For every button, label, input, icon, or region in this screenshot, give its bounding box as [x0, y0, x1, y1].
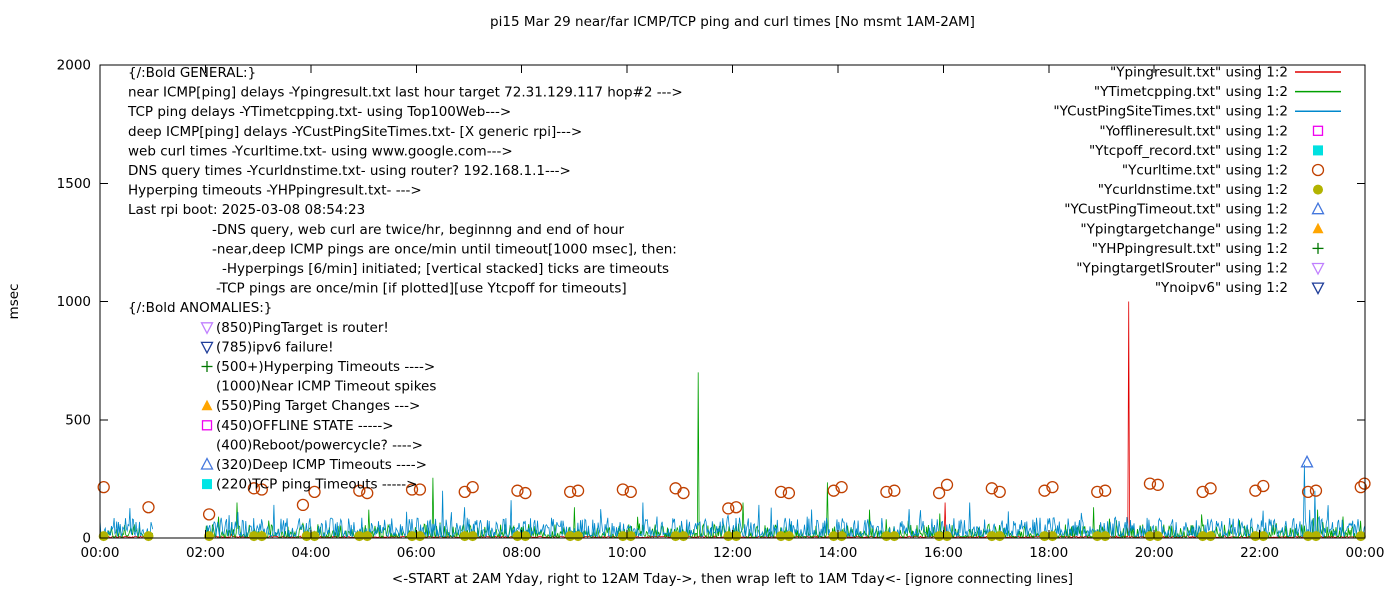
legend-label: "Ynoipv6" using 1:2 [1155, 280, 1288, 296]
annotation-anomalies: {/:Bold ANOMALIES:} (850)PingTarget is ro… [128, 300, 436, 492]
x-tick-label: 02:00 [186, 545, 225, 561]
y-tick-label: 500 [65, 412, 91, 428]
legend-label: "Ytcpoff_record.txt" using 1:2 [1089, 143, 1288, 159]
anomaly-line: (500+)Hyperping Timeouts ----> [216, 359, 435, 375]
anomaly-line: (550)Ping Target Changes ---> [216, 398, 420, 414]
series-Ycurltime [97, 477, 1371, 521]
x-tick-label: 22:00 [1240, 545, 1279, 561]
y-axis-label: msec [6, 284, 22, 320]
general-line: DNS query times -Ycurldnstime.txt- using… [128, 163, 571, 179]
anomaly-line: (785)ipv6 failure! [216, 339, 334, 355]
legend-label: "YTimetcpping.txt" using 1:2 [1094, 84, 1288, 100]
general-line: -near,deep ICMP pings are once/min until… [212, 241, 677, 257]
general-line: deep ICMP[ping] delays -YCustPingSiteTim… [128, 124, 582, 140]
x-tick-label: 10:00 [608, 545, 647, 561]
x-tick-label: 16:00 [924, 545, 963, 561]
general-line: -Hyperpings [6/min] initiated; [vertical… [222, 261, 669, 277]
y-tick-label: 2000 [57, 58, 91, 74]
axes: 0 500 1000 1500 2000 00:00 02:00 04:00 06:00 08:0… [57, 58, 1385, 562]
series-Ycurldnstime [98, 531, 1366, 542]
legend-label: "Ypingresult.txt" using 1:2 [1110, 65, 1288, 81]
y-tick-label: 1500 [57, 176, 91, 192]
legend-label: "Ycurldnstime.txt" using 1:2 [1098, 182, 1288, 198]
legend: "Ypingresult.txt" using 1:2 "YTimetcpping… [1053, 65, 1341, 296]
x-axis-label: <-START at 2AM Yday, right to 12AM Tday-… [392, 571, 1073, 587]
legend-label: "YCustPingTimeout.txt" using 1:2 [1064, 202, 1288, 218]
anomaly-line: (850)PingTarget is router! [216, 320, 389, 336]
legend-label: "YCustPingSiteTimes.txt" using 1:2 [1053, 104, 1288, 120]
general-line: Hyperping timeouts -YHPpingresult.txt- -… [128, 183, 422, 199]
x-tick-label: 20:00 [1135, 545, 1174, 561]
chart-title: pi15 Mar 29 near/far ICMP/TCP ping and c… [490, 14, 975, 30]
anomaly-line: (220)TCP ping Timeouts -----> [216, 477, 418, 493]
legend-label: "YpingtargetISrouter" using 1:2 [1076, 261, 1288, 277]
legend-label: "YHPpingresult.txt" using 1:2 [1092, 241, 1288, 257]
anomaly-line: (450)OFFLINE STATE -----> [216, 418, 394, 434]
x-tick-label: 00:00 [1346, 545, 1385, 561]
y-tick-label: 1000 [57, 294, 91, 310]
anomalies-header: {/:Bold ANOMALIES:} [128, 300, 272, 316]
general-line: near ICMP[ping] delays -Ypingresult.txt … [128, 85, 683, 101]
x-tick-label: 12:00 [713, 545, 752, 561]
general-line: -TCP pings are once/min [if plotted][use… [216, 281, 627, 297]
general-line: Last rpi boot: 2025-03-08 08:54:23 [128, 202, 365, 218]
legend-label: "Yofflineresult.txt" using 1:2 [1099, 123, 1288, 139]
anomaly-line: (1000)Near ICMP Timeout spikes [216, 379, 436, 395]
series-YCustPingTimeout [1300, 454, 1314, 468]
y-tick-label: 0 [82, 531, 91, 547]
general-line: TCP ping delays -YTimetcpping.txt- using… [127, 104, 511, 120]
x-tick-label: 04:00 [291, 545, 330, 561]
x-tick-label: 00:00 [81, 545, 120, 561]
x-tick-label: 14:00 [818, 545, 857, 561]
general-header: {/:Bold GENERAL:} [128, 65, 256, 81]
x-tick-label: 18:00 [1029, 545, 1068, 561]
legend-label: "Ycurltime.txt" using 1:2 [1122, 163, 1288, 179]
general-line: -DNS query, web curl are twice/hr, begin… [212, 222, 625, 238]
general-line: web curl times -Ycurltime.txt- using www… [128, 143, 513, 159]
series-YCustPingSiteTimes [99, 464, 1366, 539]
annotation-general: {/:Bold GENERAL:} near ICMP[ping] delays … [127, 65, 683, 297]
x-tick-label: 06:00 [397, 545, 436, 561]
anomaly-line: (320)Deep ICMP Timeouts ----> [216, 457, 427, 473]
anomaly-line: (400)Reboot/powercycle? ----> [216, 437, 423, 453]
legend-label: "Ypingtargetchange" using 1:2 [1080, 221, 1288, 237]
x-tick-label: 08:00 [502, 545, 541, 561]
